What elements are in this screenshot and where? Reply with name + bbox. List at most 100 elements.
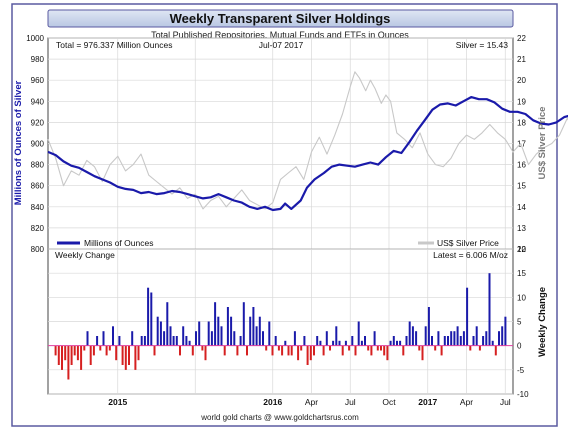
weekly-change-bar xyxy=(498,331,500,346)
weekly-change-bar xyxy=(271,345,274,356)
weekly-change-bar xyxy=(153,345,156,356)
weekly-change-bar xyxy=(226,307,229,346)
weekly-change-bar xyxy=(456,326,459,346)
weekly-change-bar xyxy=(338,340,341,346)
weekly-change-bar xyxy=(453,331,456,346)
weekly-change-bar xyxy=(124,345,127,370)
weekly-change-bar xyxy=(399,340,402,346)
chart-frame xyxy=(11,3,558,427)
weekly-change-bar xyxy=(290,345,293,356)
bottom-tick-label: -5 xyxy=(517,366,525,375)
weekly-change-bar xyxy=(236,345,239,356)
weekly-change-bar xyxy=(364,336,366,346)
bottom-axis-ticks: 2015 2016 Apr Jul Oct 2017 Apr Jul -10 -5 0 5 10 15 20 xyxy=(108,245,529,407)
x-tick-label: Oct xyxy=(382,397,396,407)
weekly-change-bar xyxy=(501,326,504,346)
weekly-change-bar xyxy=(169,326,172,346)
weekly-change-bar xyxy=(494,345,497,356)
right-tick-label: 14 xyxy=(517,203,526,212)
weekly-change-bar xyxy=(488,273,491,346)
weekly-change-title: Weekly Change xyxy=(55,250,115,260)
weekly-change-bar xyxy=(373,331,376,346)
left-tick-label: 860 xyxy=(31,182,45,191)
x-tick-label: Jul xyxy=(500,397,511,407)
weekly-change-bar xyxy=(223,345,226,356)
weekly-change-bar xyxy=(389,340,392,346)
weekly-change-bar xyxy=(386,345,389,361)
weekly-change-bar xyxy=(405,336,408,346)
weekly-change-bar xyxy=(73,345,76,356)
weekly-change-bar xyxy=(421,345,424,361)
weekly-change-bar xyxy=(354,345,357,356)
x-tick-label: Apr xyxy=(460,397,473,407)
bottom-tick-label: 0 xyxy=(517,342,522,351)
weekly-change-bar xyxy=(469,345,472,351)
weekly-change-bar xyxy=(268,321,271,346)
weekly-change-bar xyxy=(284,340,287,346)
weekly-change-bar xyxy=(300,345,303,351)
weekly-change-bar xyxy=(293,331,296,346)
weekly-change-bar xyxy=(217,316,220,346)
weekly-change-bar xyxy=(332,340,335,346)
right-tick-label: 15 xyxy=(517,182,526,191)
right-tick-label: 22 xyxy=(517,34,526,43)
bottom-tick-label: 20 xyxy=(517,245,526,254)
weekly-change-bar xyxy=(411,326,414,346)
weekly-change-bar xyxy=(61,345,63,370)
weekly-change-bar xyxy=(424,326,427,346)
weekly-change-bar xyxy=(92,345,95,356)
weekly-change-bar xyxy=(431,336,433,346)
weekly-change-bar xyxy=(143,336,146,346)
weekly-change-bar xyxy=(462,331,465,346)
weekly-change-bar xyxy=(341,345,344,356)
left-tick-label: 900 xyxy=(31,140,45,149)
weekly-change-bar xyxy=(344,340,347,346)
bottom-tick-label: -10 xyxy=(517,390,529,399)
latest-readout: Latest = 6.006 M/oz xyxy=(433,250,508,260)
weekly-change-bars xyxy=(54,273,507,380)
weekly-change-bar xyxy=(415,331,418,346)
weekly-change-bar xyxy=(459,336,462,346)
right-tick-label: 17 xyxy=(517,140,526,149)
silver-price-line xyxy=(47,71,568,210)
weekly-change-bar xyxy=(137,345,140,361)
weekly-change-bar xyxy=(306,345,309,365)
weekly-change-bar xyxy=(408,321,411,346)
weekly-change-bar xyxy=(437,331,440,346)
weekly-change-bar xyxy=(249,316,252,346)
weekly-change-bar xyxy=(220,326,223,346)
weekly-change-bar xyxy=(57,345,60,365)
weekly-change-bar xyxy=(163,331,166,346)
left-tick-label: 920 xyxy=(31,118,45,127)
chart-title: Weekly Transparent Silver Holdings xyxy=(170,11,391,26)
weekly-change-bar xyxy=(207,321,210,346)
weekly-change-bar xyxy=(258,316,261,346)
weekly-change-bar xyxy=(195,331,197,346)
weekly-change-bar xyxy=(277,345,280,351)
weekly-change-bar xyxy=(443,336,446,346)
weekly-change-bar xyxy=(230,316,233,346)
right-tick-label: 19 xyxy=(517,97,526,106)
weekly-change-bar xyxy=(313,345,315,356)
left-tick-label: 940 xyxy=(31,97,45,106)
weekly-change-bar xyxy=(108,345,111,351)
weekly-change-bar xyxy=(210,331,213,346)
weekly-change-bar xyxy=(402,345,405,356)
legend-ounces-label: Millions of Ounces xyxy=(84,238,153,248)
bottom-tick-label: 15 xyxy=(517,269,526,278)
weekly-change-bar xyxy=(504,316,507,346)
weekly-change-bar xyxy=(156,316,159,346)
weekly-change-bar xyxy=(191,345,194,356)
weekly-change-bar xyxy=(80,345,83,370)
weekly-change-bar xyxy=(246,345,248,356)
ounces-line xyxy=(47,96,568,212)
weekly-change-bar xyxy=(383,345,386,356)
weekly-change-axis-label: Weekly Change xyxy=(537,287,548,357)
footer-credit: world gold charts @ www.goldchartsrus.co… xyxy=(200,413,359,422)
weekly-change-bar xyxy=(54,345,57,356)
weekly-change-bar xyxy=(319,340,322,346)
weekly-change-bar xyxy=(89,345,92,365)
weekly-change-bar xyxy=(367,345,370,351)
